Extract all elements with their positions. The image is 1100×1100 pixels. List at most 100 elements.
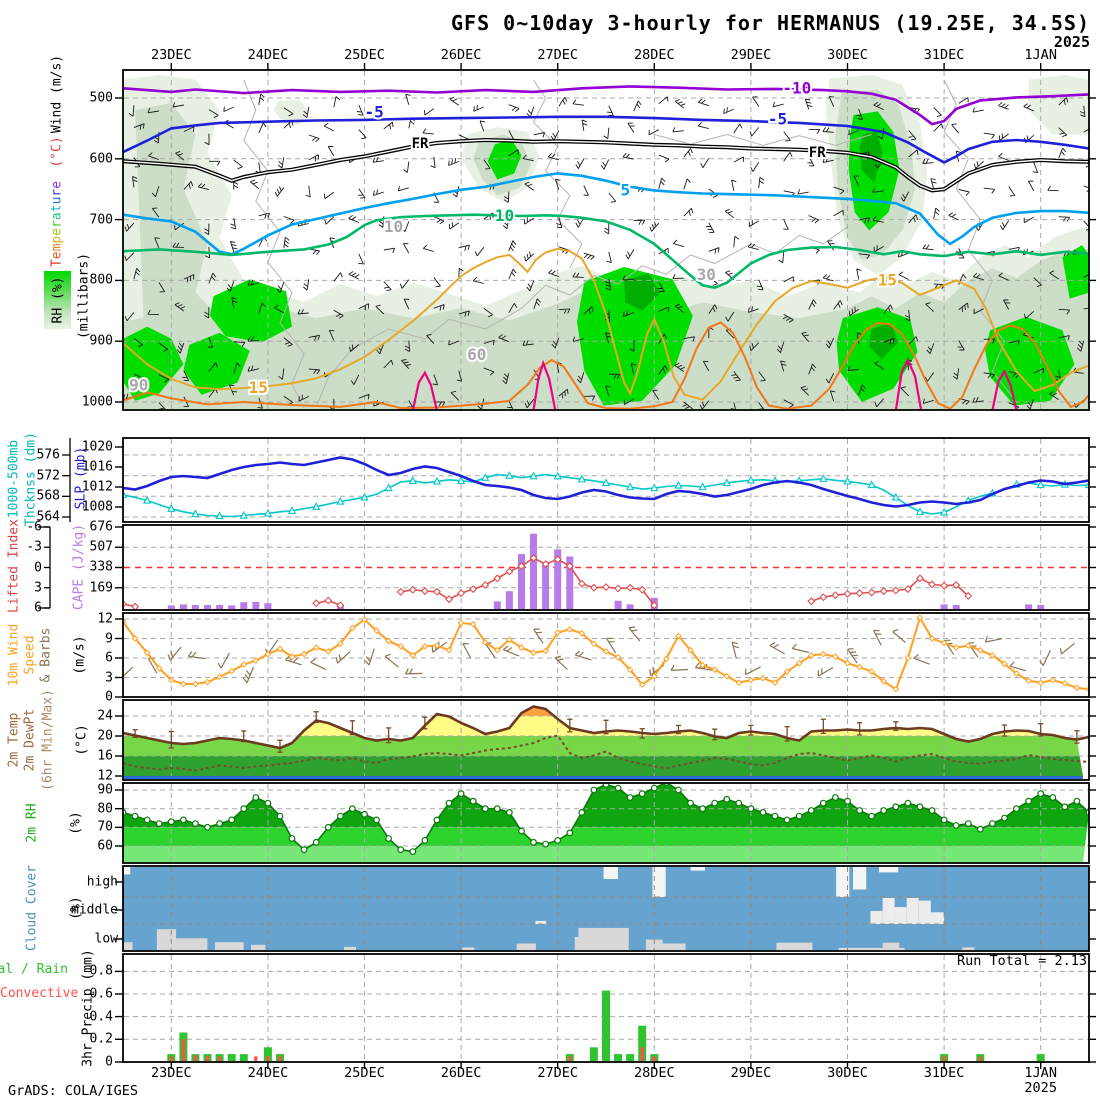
date-label-bottom: 27DEC [537, 1065, 579, 1081]
temp2m-axis-label-3: (6hr Min/Max) [40, 689, 56, 791]
wind-speed-tick-label: 6 [105, 650, 113, 666]
svg-text:-5: -5 [768, 109, 787, 128]
date-label-bottom: 28DEC [633, 1065, 675, 1081]
precip-tick-label: 0.8 [89, 963, 113, 979]
date-label-bottom: 1JAN [1024, 1065, 1057, 1081]
thickness-tick-label: 568 [36, 488, 60, 504]
temp-tick-label: 16 [97, 748, 113, 764]
wind10m-axis-label-1: 10m Wind [6, 623, 22, 687]
temp-tick-label: 20 [97, 728, 113, 744]
pressure-tick-label: 1000 [81, 394, 113, 410]
svg-text:30: 30 [697, 265, 716, 284]
svg-text:5: 5 [620, 180, 630, 199]
grads-credit: GrADS: COLA/IGES [8, 1083, 139, 1099]
pressure-tick-label: 600 [89, 151, 113, 167]
date-label-top: 1JAN [1024, 47, 1057, 63]
cape-tick-label: 507 [89, 539, 113, 555]
svg-text:90: 90 [129, 376, 148, 395]
svg-text:15: 15 [878, 270, 897, 289]
temp2m-axis-label-2: 2m DewPt [22, 708, 38, 772]
svg-text:60: 60 [467, 345, 486, 364]
precip-tick-label: 0.6 [89, 986, 113, 1002]
lifted-index-tick-label: 3 [34, 580, 42, 596]
date-label-bottom: 25DEC [344, 1065, 385, 1081]
date-label-top: 30DEC [827, 47, 868, 63]
cape-tick-label: 676 [89, 519, 113, 535]
date-label-top: 25DEC [344, 47, 385, 63]
wind-speed-tick-label: 3 [105, 670, 113, 685]
thickness-tick-label: 564 [36, 509, 60, 525]
pressure-tick-label: 500 [89, 90, 113, 106]
precip-tick-label: 0.4 [89, 1009, 113, 1025]
thickness-tick-label: 572 [36, 468, 60, 484]
run-total: Run Total = 2.13 [956, 953, 1087, 969]
rh-legend-swatch: RH (%) [44, 271, 71, 329]
slp-tick-label: 1016 [81, 459, 113, 475]
slp-tick-label: 1012 [81, 479, 113, 495]
year-bottom-label: 2025 [1024, 1080, 1057, 1096]
date-label-bottom: 30DEC [827, 1065, 868, 1081]
rh-tick-label: 60 [97, 838, 113, 854]
slp-tick-label: 1020 [81, 439, 113, 455]
cape-tick-label: 169 [89, 580, 113, 596]
temperature-letter: e [49, 227, 65, 236]
cloud-level-label: high [86, 874, 118, 890]
lifted-index-tick-label: -3 [26, 539, 42, 555]
cloud-axis-label: Cloud Cover [24, 864, 40, 952]
temperature-letter: e [49, 180, 65, 189]
svg-text:-10: -10 [782, 78, 811, 97]
rh2m-axis-label: 2m RH [24, 803, 40, 843]
lifted-index-tick-label: -6 [26, 519, 42, 535]
date-label-top: 24DEC [247, 47, 289, 63]
date-label-top: 27DEC [537, 47, 579, 63]
pressure-tick-label: 800 [89, 272, 113, 288]
wind10m-axis-label-3: & Barbs [38, 627, 54, 683]
slp-tick-label: 1008 [81, 499, 113, 515]
temperature-letter: p [49, 235, 65, 244]
date-label-top: 29DEC [730, 47, 772, 63]
svg-text:10: 10 [495, 206, 514, 225]
pressure-axis-label: (millibars) [76, 252, 92, 340]
precip-tick-label: 0 [105, 1054, 113, 1070]
temperature-letter: u [49, 196, 65, 205]
year-top-label: 2025 [1053, 33, 1090, 51]
rh-tick-label: 80 [97, 801, 113, 817]
svg-text:FR: FR [809, 145, 826, 161]
date-label-top: 31DEC [923, 47, 965, 63]
pressure-tick-label: 700 [89, 212, 113, 228]
chart-title: GFS 0~10day 3-hourly for HERMANUS (19.25… [450, 11, 1090, 35]
rh-tick-label: 70 [97, 819, 113, 835]
wind-speed-tick-label: 12 [97, 611, 113, 627]
wind-speed-tick-label: 9 [105, 631, 113, 646]
date-label-top: 28DEC [633, 47, 675, 63]
precip-tick-label: 0.2 [89, 1031, 113, 1047]
temp2m-axis-label-1: 2m Temp [6, 712, 22, 768]
date-label-bottom: 31DEC [923, 1065, 965, 1081]
svg-text:15: 15 [249, 378, 268, 397]
cloud-level-label: middle [71, 902, 118, 918]
temp-tick-label: 24 [97, 708, 113, 724]
temperature-letter: e [49, 251, 65, 260]
rh-tick-label: 90 [97, 782, 113, 798]
date-label-top: 23DEC [150, 47, 192, 63]
svg-text:10: 10 [384, 217, 403, 236]
date-label-bottom: 24DEC [247, 1065, 289, 1081]
cape-tick-label: 338 [89, 559, 113, 575]
precip-total-label: Total / Rain [0, 962, 68, 977]
svg-text:-5: -5 [365, 103, 384, 122]
thickness-tick-label: 576 [36, 447, 60, 463]
temperature-letter: m [49, 243, 65, 252]
pressure-tick-label: 900 [89, 333, 113, 349]
temp-tick-label: 12 [97, 768, 113, 784]
precip-convective-label: Convective [0, 986, 79, 1001]
temperature-letter: t [49, 204, 65, 213]
date-label-bottom: 23DEC [150, 1065, 192, 1081]
date-label-top: 26DEC [440, 47, 482, 63]
svg-text:FR: FR [412, 136, 429, 152]
date-label-bottom: 29DEC [730, 1065, 772, 1081]
date-label-bottom: 26DEC [440, 1065, 482, 1081]
cloud-level-label: low [94, 931, 118, 947]
lifted-index-tick-label: 6 [34, 600, 42, 616]
